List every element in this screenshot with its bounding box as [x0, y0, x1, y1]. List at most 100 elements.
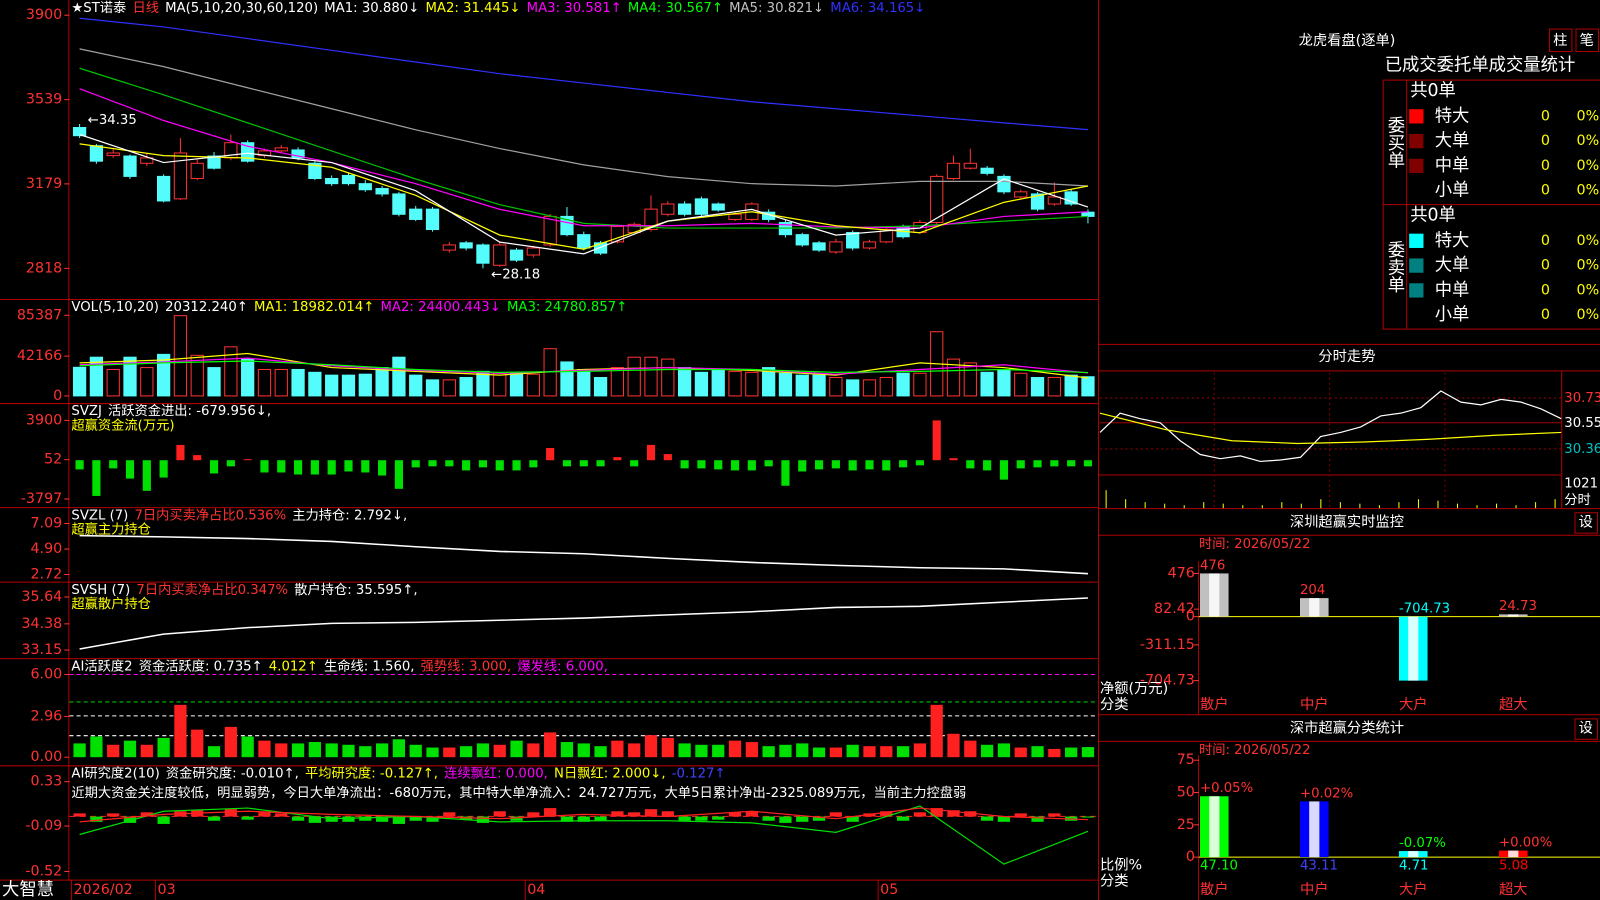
- flow-bar: [327, 460, 336, 475]
- flow-bar: [814, 460, 824, 470]
- activity-bar: [812, 747, 826, 758]
- activity-bar: [90, 736, 103, 758]
- volume-bar: [1064, 374, 1078, 397]
- legend-swatch: [1409, 233, 1424, 248]
- category-label: 中户: [1300, 696, 1329, 713]
- flow-bar: [1050, 460, 1059, 467]
- flow-bar: [176, 444, 185, 461]
- candle-body: [711, 203, 725, 211]
- y-tick-label: 3179: [26, 176, 62, 192]
- activity-bar: [443, 747, 456, 758]
- flow-bar: [964, 811, 977, 817]
- flow-bar: [109, 460, 118, 469]
- row-count: 0: [1541, 258, 1550, 274]
- row-name: 大单: [1435, 256, 1470, 276]
- bar-highlight: [1508, 614, 1519, 617]
- flow-bar: [781, 460, 790, 486]
- header-item: 资金活跃度: 0.735↑: [139, 658, 263, 674]
- activity-bar: [527, 743, 540, 758]
- button-frame[interactable]: [1574, 512, 1598, 534]
- volume-bar: [745, 371, 759, 397]
- panel-header: AI研究度2(10) 资金研究度: -0.010↑, 平均研究度: -0.127↑,…: [71, 765, 725, 781]
- toggle-button[interactable]: 笔: [1580, 32, 1594, 49]
- activity-bar: [628, 743, 641, 758]
- flow-bar: [359, 816, 372, 821]
- button-frame[interactable]: [1574, 718, 1598, 740]
- time-label: 05: [880, 882, 898, 898]
- activity-bar: [644, 735, 658, 758]
- change-label: -0.07%: [1399, 836, 1446, 851]
- flow-bar: [930, 808, 943, 817]
- candle-body: [1030, 193, 1045, 210]
- row-name: 大单: [1435, 131, 1470, 151]
- panel-title: 深市超赢分类统计: [1290, 720, 1404, 737]
- volume-bar: [644, 356, 658, 397]
- panel-subtitle: 超赢主力持仓: [71, 521, 151, 538]
- volume-bar: [728, 370, 742, 397]
- y-axis-label: 比例%: [1100, 856, 1142, 873]
- row-count: 0: [1541, 282, 1550, 298]
- flow-bar: [529, 460, 538, 468]
- candle-body: [442, 244, 456, 251]
- legend-swatch: [1409, 133, 1424, 149]
- header-item: -0.127↑: [672, 766, 726, 781]
- header-item: MA2: 31.445↓: [425, 1, 520, 16]
- activity-bar: [611, 740, 624, 758]
- flow-bar: [1031, 816, 1044, 822]
- flow-bar: [1081, 816, 1095, 818]
- row-count: 0: [1541, 133, 1550, 149]
- header-item: 20312.240↑: [165, 300, 248, 315]
- activity-bar: [1014, 747, 1027, 758]
- volume-bar: [980, 371, 994, 397]
- y-tick-label: 30.36: [1564, 442, 1600, 457]
- header-item: 主力持仓: 2.792↓,: [292, 507, 407, 523]
- candle-body: [1081, 211, 1095, 217]
- volume-bar: [526, 373, 540, 397]
- indicator-line: [79, 67, 1088, 229]
- volume-bar: [459, 376, 473, 397]
- activity-bar: [123, 740, 137, 758]
- volume-bar: [829, 376, 843, 397]
- panel-subtitle: 超赢散户持仓: [71, 595, 151, 612]
- activity-bar: [308, 742, 321, 758]
- bar-highlight: [1309, 801, 1320, 858]
- y-tick-label: 3900: [26, 7, 62, 23]
- volume-bar: [392, 356, 406, 397]
- settings-button[interactable]: 设: [1579, 720, 1593, 737]
- settings-button[interactable]: 设: [1579, 513, 1593, 530]
- indicator-line: [79, 807, 1088, 823]
- activity-bar: [896, 746, 910, 758]
- y-tick-label: 6.00: [30, 667, 62, 683]
- activity-bar: [409, 744, 422, 758]
- category-label: 大户: [1399, 881, 1428, 898]
- flow-bar: [445, 460, 454, 467]
- volume-bar: [493, 372, 507, 397]
- row-count: 0: [1541, 233, 1550, 249]
- volume-bar: [627, 356, 641, 397]
- panel-header: ★ST诺泰 日线 MA(5,10,20,30,60,120) MA1: 30.880↓…: [71, 0, 925, 16]
- candle-body: [946, 162, 961, 180]
- panel-title: 深圳超赢实时监控: [1290, 513, 1404, 530]
- button-frame[interactable]: [1575, 28, 1599, 53]
- flow-bar: [495, 460, 504, 471]
- volume-bar: [341, 374, 356, 397]
- flow-bar: [409, 816, 422, 821]
- button-frame[interactable]: [1548, 28, 1573, 53]
- legend-swatch: [1409, 158, 1424, 174]
- volume-bar: [1014, 372, 1028, 397]
- bar-highlight: [1508, 850, 1519, 858]
- activity-bar: [728, 740, 742, 758]
- flow-bar: [193, 455, 202, 461]
- flow-bar: [478, 460, 488, 468]
- flow-bar: [997, 816, 1011, 822]
- activity-bar: [964, 740, 977, 758]
- activity-bar: [829, 747, 842, 758]
- value-label: -704.73: [1399, 601, 1450, 616]
- toggle-button[interactable]: 柱: [1553, 32, 1567, 49]
- flow-bar: [798, 460, 807, 472]
- header-item: ★ST诺泰: [71, 0, 126, 16]
- flow-bar: [361, 460, 370, 473]
- group-total: 共0单: [1410, 81, 1456, 101]
- activity-bar: [258, 740, 271, 758]
- volume-bar: [812, 374, 826, 397]
